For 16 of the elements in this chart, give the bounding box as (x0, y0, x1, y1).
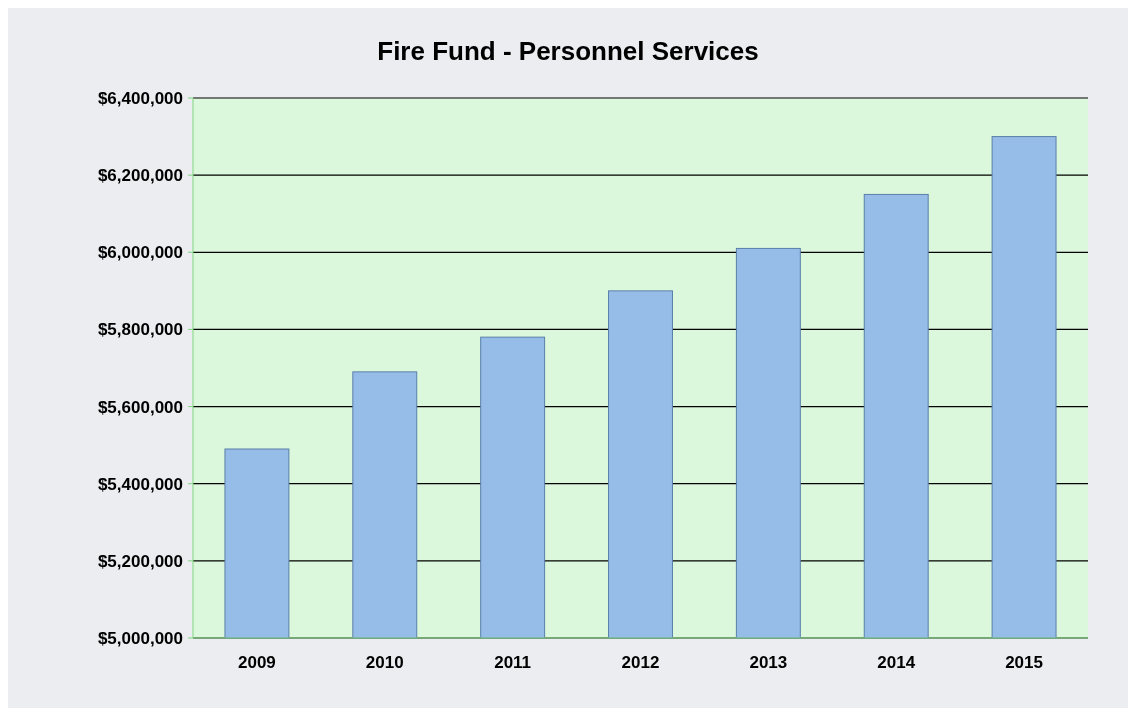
y-tick-label: $6,200,000 (97, 166, 183, 186)
y-tick-label: $6,400,000 (97, 88, 183, 108)
x-tick-label: 2012 (621, 653, 660, 672)
y-tick-label: $5,200,000 (97, 551, 183, 571)
y-tick-label: $5,800,000 (97, 320, 183, 340)
y-tick-label: $5,600,000 (97, 397, 183, 417)
x-tick-label: 2013 (749, 653, 788, 672)
x-tick-label: 2009 (238, 653, 276, 672)
x-tick-label: 2011 (494, 653, 532, 672)
chart-title: Fire Fund - Personnel Services (377, 36, 759, 66)
y-tick-label: $5,400,000 (97, 474, 183, 494)
x-tick-label: 2010 (365, 653, 404, 672)
y-tick-label: $6,000,000 (97, 243, 183, 263)
y-tick-label: $5,000,000 (97, 628, 183, 648)
x-tick-label: 2014 (877, 653, 916, 672)
x-tick-label: 2015 (1005, 653, 1043, 672)
